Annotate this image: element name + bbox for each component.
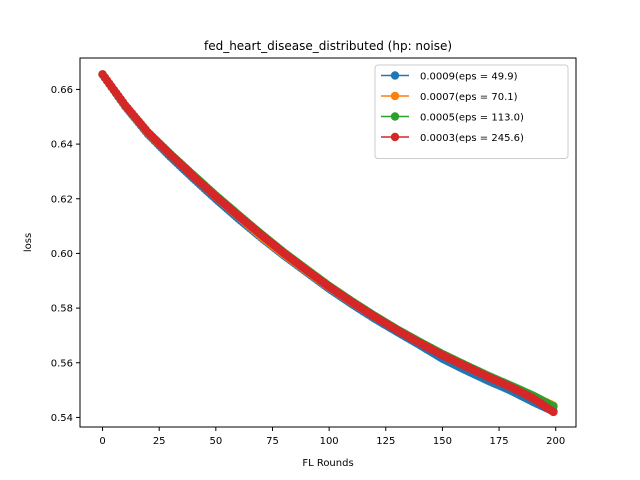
legend-item: 0.0005(eps = 113.0) xyxy=(381,112,524,123)
x-axis-label: FL Rounds xyxy=(302,458,353,469)
legend-label: 0.0003(eps = 245.6) xyxy=(420,133,524,144)
y-tick-label: 0.66 xyxy=(51,85,73,96)
chart-title: fed_heart_disease_distributed (hp: noise… xyxy=(204,39,452,53)
series-4 xyxy=(98,70,558,417)
x-tick-label: 125 xyxy=(376,436,395,447)
legend-label: 0.0009(eps = 49.9) xyxy=(420,71,518,82)
legend-swatch-marker xyxy=(390,132,400,142)
x-tick-label: 25 xyxy=(153,436,166,447)
legend-item: 0.0003(eps = 245.6) xyxy=(381,132,524,144)
y-axis-label: loss xyxy=(23,233,34,252)
y-tick-label: 0.56 xyxy=(51,358,73,369)
x-tick-label: 200 xyxy=(546,436,565,447)
y-tick-label: 0.60 xyxy=(51,249,73,260)
x-tick-label: 0 xyxy=(99,436,105,447)
legend-swatch-marker xyxy=(390,112,400,121)
legend-label: 0.0007(eps = 70.1) xyxy=(420,92,518,103)
series-layer xyxy=(98,70,558,417)
y-tick-label: 0.58 xyxy=(51,304,73,315)
y-tick-label: 0.62 xyxy=(51,194,73,205)
x-tick-label: 75 xyxy=(266,436,279,447)
plot-frame xyxy=(79,57,577,428)
legend-swatch-marker xyxy=(390,91,400,101)
legend-label: 0.0005(eps = 113.0) xyxy=(420,112,524,123)
legend-box xyxy=(374,64,569,159)
legend: 0.0009(eps = 49.9) 0.0007(eps = 70.1) 0.00… xyxy=(374,64,569,159)
x-tick-label: 175 xyxy=(490,436,509,447)
y-tick-label: 0.64 xyxy=(51,140,73,151)
legend-swatch-marker xyxy=(390,71,400,80)
legend-item: 0.0009(eps = 49.9) xyxy=(381,71,518,82)
data-point xyxy=(549,407,558,417)
x-tick-label: 50 xyxy=(209,436,222,447)
x-axis: 0 25 50 75 100 125 150 175 200 xyxy=(99,427,565,447)
x-tick-label: 100 xyxy=(320,436,339,447)
plot-area xyxy=(79,57,577,428)
y-axis: 0.54 0.56 0.58 0.60 0.62 0.64 0.66 xyxy=(51,85,80,424)
x-tick-label: 150 xyxy=(433,436,452,447)
legend-item: 0.0007(eps = 70.1) xyxy=(381,91,518,103)
y-tick-label: 0.54 xyxy=(51,413,73,424)
